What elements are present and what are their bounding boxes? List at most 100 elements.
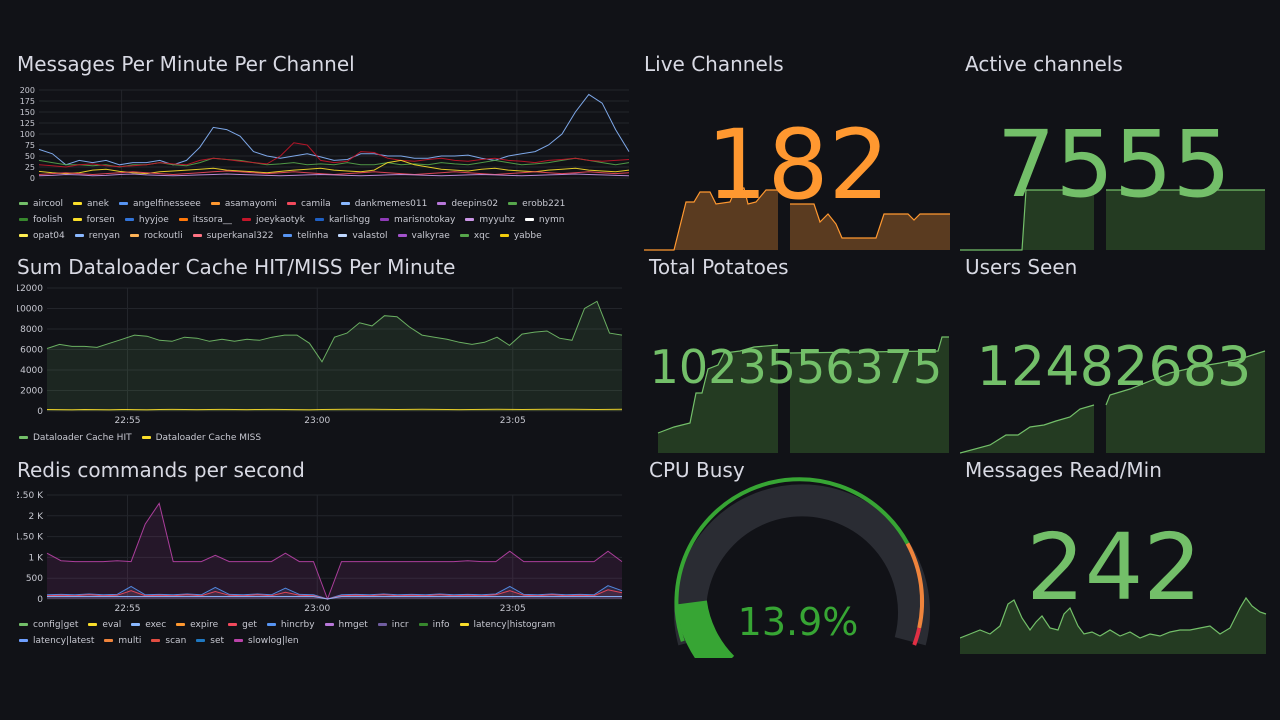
messages-legend-item[interactable]: dankmemes011 [340,196,427,212]
redis-legend-item[interactable]: latency|latest [19,633,94,649]
y-tick-label: 100 [20,130,35,139]
messages-legend-item[interactable]: asamayomi [210,196,277,212]
messages-legend-item[interactable]: marisnotokay [380,212,455,228]
legend-label: multi [118,636,142,646]
redis-legend-item[interactable]: slowlog|len [234,633,299,649]
y-tick-label: 0 [37,595,43,605]
messages-legend-item[interactable]: camila [286,196,331,212]
series-line-myyuhz [38,173,630,177]
y-tick-label: 500 [26,574,43,584]
legend-label: hyyjoe [138,215,169,225]
legend-label: marisnotokay [394,215,456,225]
legend-label: renyan [88,231,121,241]
legend-swatch [377,623,387,626]
legend-swatch [418,623,428,626]
total-potatoes-panel: Total Potatoes 1023556375 [644,255,952,455]
legend-label: rockoutli [144,231,183,241]
legend-swatch [151,639,161,642]
legend-swatch [266,623,276,626]
legend-label: superkanal322 [206,231,274,241]
messages-legend-item[interactable]: telinha [283,228,328,244]
redis-legend-item[interactable]: hincrby [266,617,315,633]
legend-swatch [176,623,186,626]
legend-swatch [19,202,28,205]
redis-legend-item[interactable]: get [228,617,257,633]
messages-legend-item[interactable]: deepins02 [437,196,498,212]
messages-legend-item[interactable]: nymn [524,212,564,228]
legend-swatch [380,218,390,221]
messages-legend-item[interactable]: anek [72,196,109,212]
legend-label: incr [391,620,409,630]
redis-legend-item[interactable]: expire [176,617,218,633]
active-channels-sparkline [960,189,1265,251]
y-tick-label: 25 [25,163,35,172]
messages-legend-item[interactable]: joeykaotyk [241,212,305,228]
messages-legend-item[interactable]: rockoutli [130,228,183,244]
legend-swatch [459,623,469,626]
legend-label: asamayomi [224,199,277,209]
messages-read-value: 242 [1026,514,1202,621]
messages-legend-item[interactable]: xqc [459,228,490,244]
y-tick-label: 4000 [20,366,43,376]
messages-legend-item[interactable]: angelfinesseee [118,196,201,212]
y-tick-label: 1.50 K [17,533,44,543]
redis-legend-item[interactable]: eval [88,617,121,633]
messages-legend-item[interactable]: foolish [19,212,63,228]
legend-swatch [465,218,475,221]
y-tick-label: 125 [20,119,35,128]
redis-legend-item[interactable]: info [418,617,450,633]
redis-legend-item[interactable]: set [196,633,224,649]
redis-legend-item[interactable]: config|get [19,617,78,633]
legend-label: karlishgg [328,215,371,225]
messages-legend-item[interactable]: renyan [74,228,121,244]
messages-legend-item[interactable]: hyyjoe [124,212,169,228]
messages-legend-item[interactable]: valastol [338,228,388,244]
redis-legend: config|get eval exec expire get hincrby hmget i… [19,617,619,649]
messages-legend-item[interactable]: superkanal322 [192,228,274,244]
series-area [47,301,622,411]
legend-swatch [131,623,141,626]
redis-legend-item[interactable]: multi [104,633,141,649]
series-line-exec [47,596,622,600]
messages-legend-item[interactable]: myyuhz [465,212,515,228]
legend-label: anek [86,199,109,209]
legend-swatch [196,639,206,642]
series-line-joeykaotyk [38,142,630,168]
messages-legend-item[interactable]: erobb221 [508,196,565,212]
legend-swatch [524,218,534,221]
legend-label: hmget [338,620,368,630]
x-tick-label: 22:55 [115,604,141,614]
legend-label: telinha [297,231,329,241]
legend-label: get [242,620,257,630]
redis-legend-item[interactable]: hmget [324,617,368,633]
legend-label: foolish [33,215,63,225]
legend-swatch [241,218,251,221]
legend-label: valastol [352,231,388,241]
legend-label: xqc [473,231,490,241]
legend-swatch [19,436,28,439]
messages-legend-item[interactable]: karlishgg [314,212,371,228]
messages-legend-item[interactable]: yabbe [499,228,542,244]
legend-label: scan [165,636,187,646]
cache-legend-item[interactable]: Dataloader Cache MISS [141,430,261,446]
redis-legend-item[interactable]: exec [131,617,166,633]
legend-label: opat04 [33,231,65,241]
messages-legend-item[interactable]: valkyrae [397,228,450,244]
cache-legend-item[interactable]: Dataloader Cache HIT [19,430,132,446]
y-tick-label: 1 K [29,553,45,563]
users-seen-value: 12482683 [976,335,1252,398]
messages-legend-item[interactable]: itssora__ [178,212,232,228]
redis-legend-item[interactable]: scan [151,633,186,649]
x-tick-label: 23:05 [500,416,526,426]
messages-legend-item[interactable]: forsen [72,212,115,228]
total-potatoes-value: 1023556375 [649,340,943,394]
users-seen-panel: Users Seen 12482683 [960,255,1268,455]
messages-legend-item[interactable]: opat04 [19,228,65,244]
active-channels-title: Active channels [965,52,1123,76]
legend-label: latency|histogram [473,620,556,630]
series-area [47,503,622,599]
x-tick-label: 23:05 [500,604,526,614]
redis-legend-item[interactable]: latency|histogram [459,617,556,633]
messages-legend-item[interactable]: aircool [19,196,63,212]
redis-legend-item[interactable]: incr [377,617,409,633]
